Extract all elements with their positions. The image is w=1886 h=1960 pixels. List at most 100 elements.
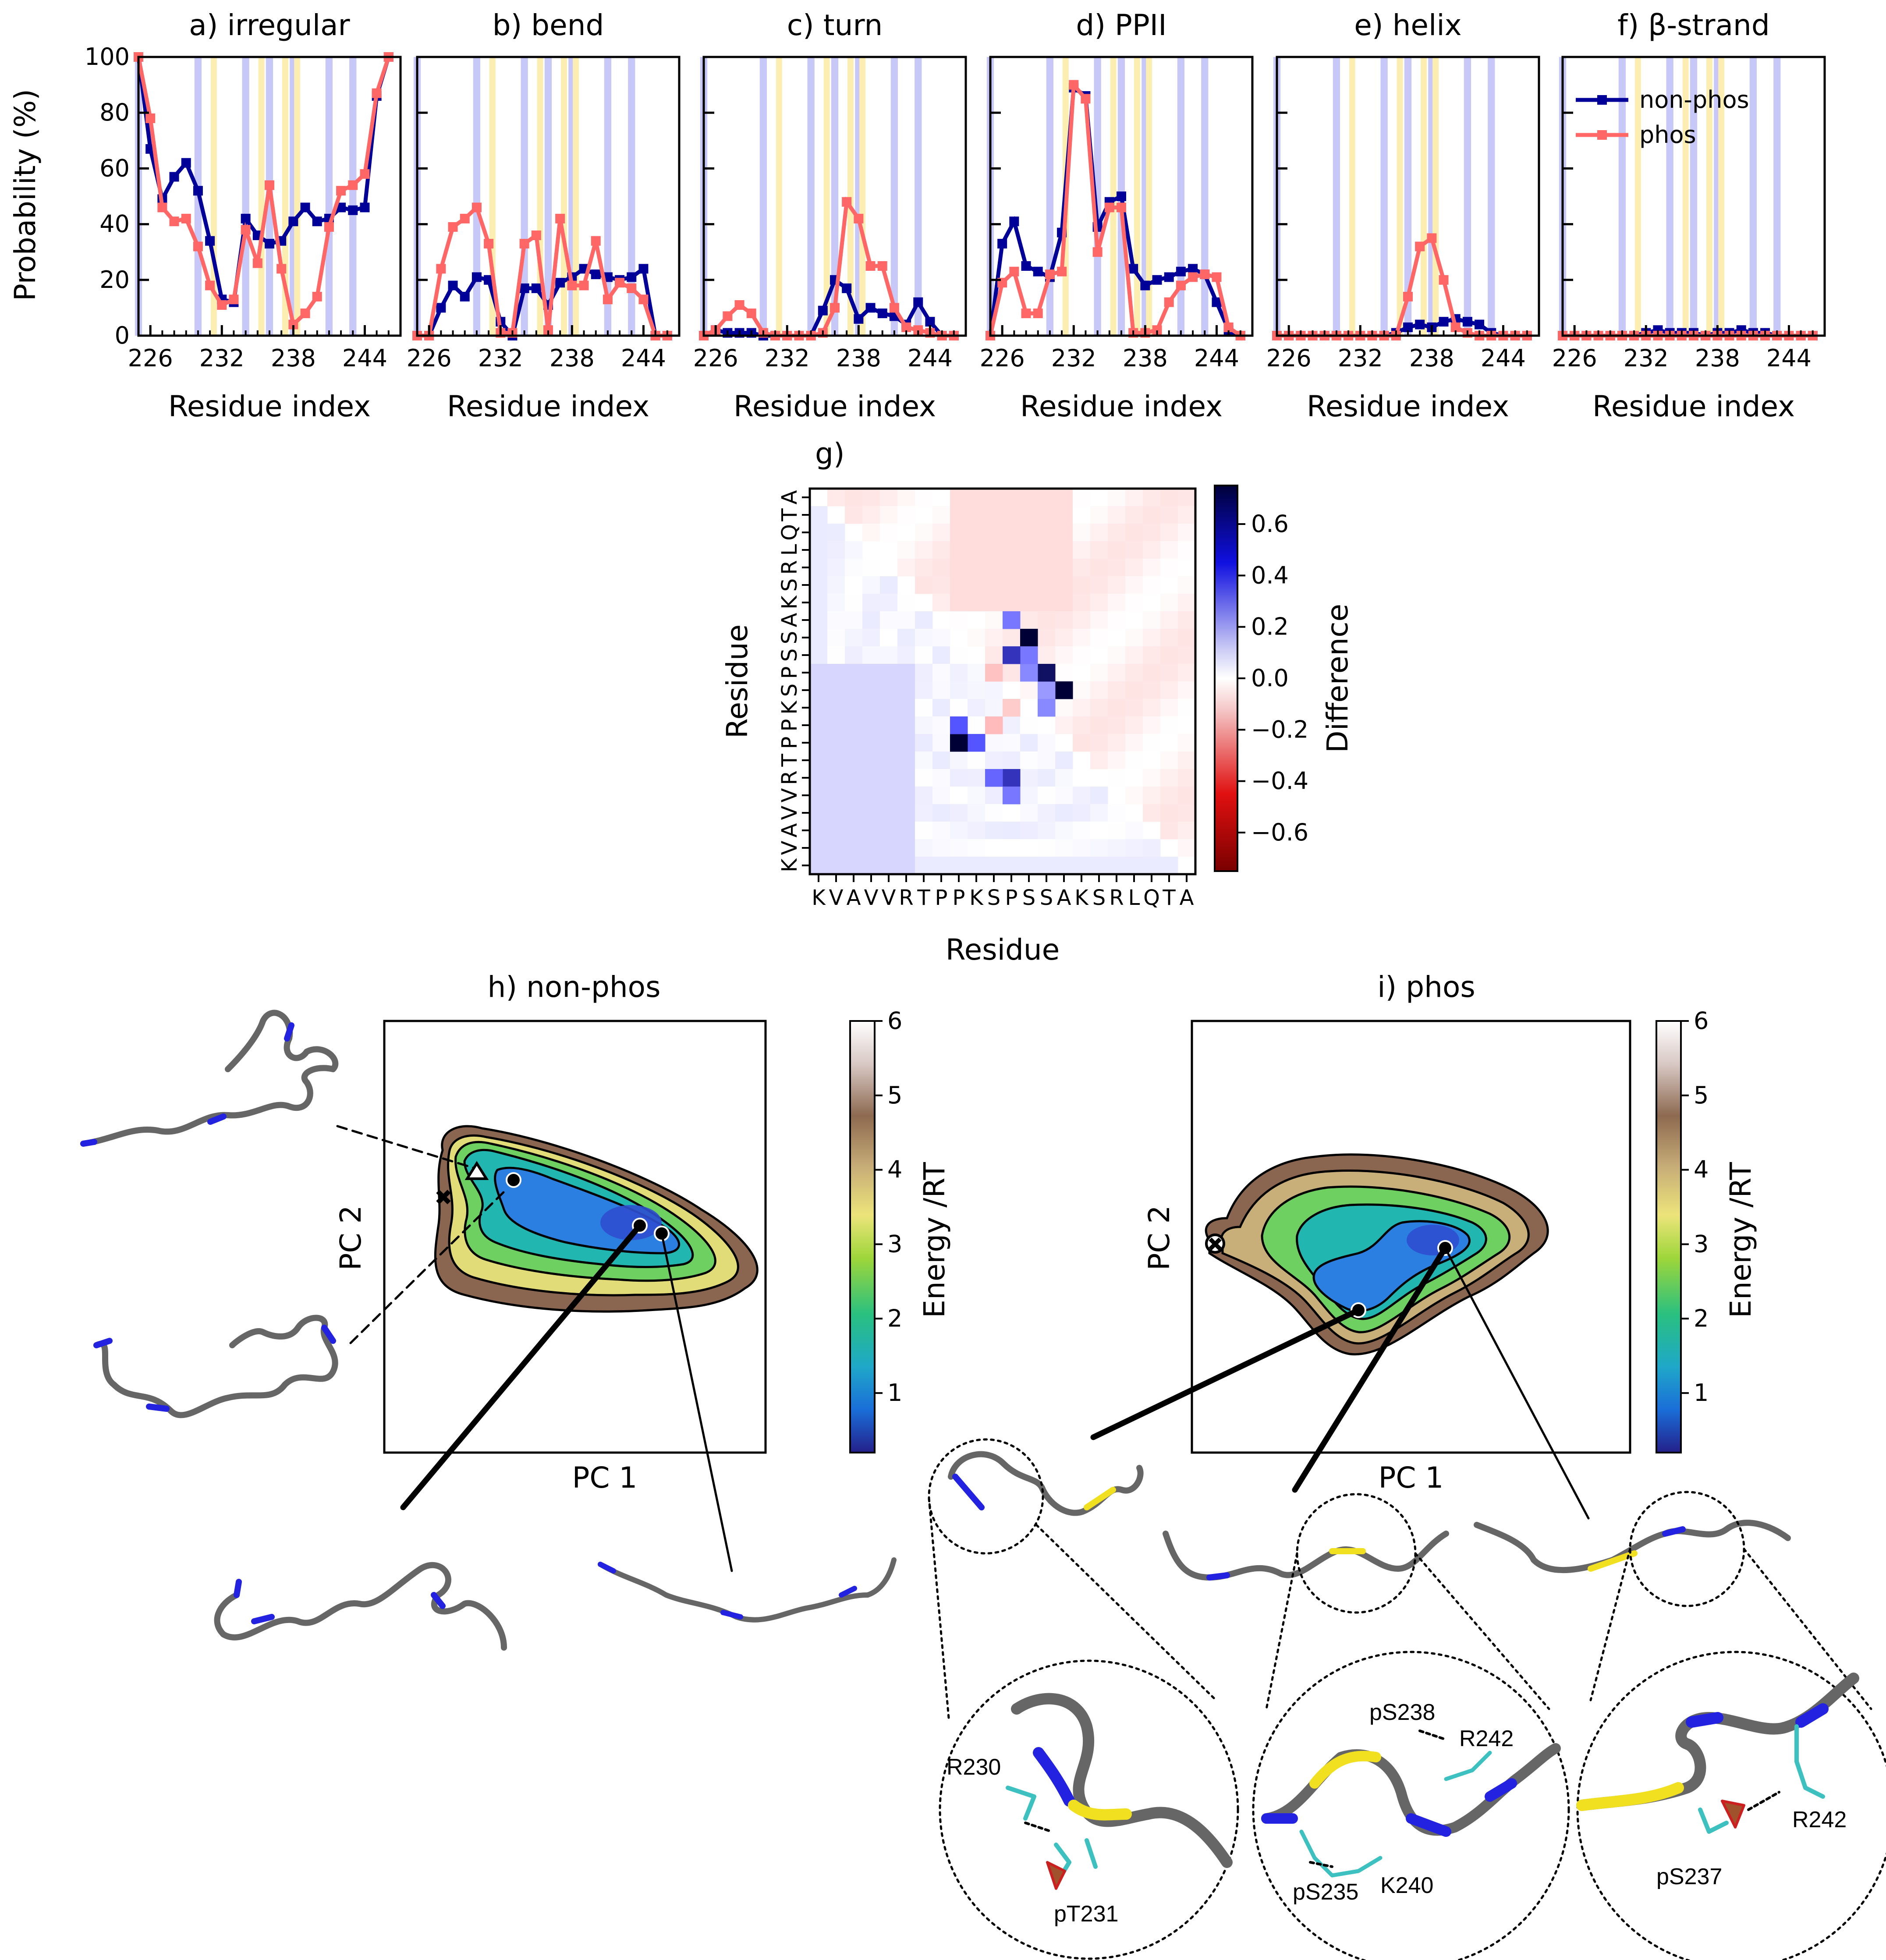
- heatmap-cell: [1038, 751, 1056, 769]
- heatmap-cell: [810, 839, 828, 857]
- heatmap-cell: [932, 646, 950, 664]
- heatmap-cell: [810, 506, 828, 524]
- heatmap-x-tick-label: V: [864, 886, 879, 910]
- heatmap-cell: [1020, 489, 1038, 507]
- series-point-phos: [217, 300, 227, 310]
- series-point-non-phos: [1176, 266, 1186, 276]
- heatmap-cell: [827, 646, 845, 664]
- series-line-phos: [417, 204, 667, 338]
- heatmap-cell: [1178, 524, 1196, 542]
- series-point-phos: [889, 303, 899, 313]
- series-point-non-phos: [169, 172, 179, 182]
- heatmap-cell: [932, 506, 950, 524]
- heatmap-cell: [1143, 804, 1161, 822]
- cartoon-h-min-1: [214, 1562, 507, 1651]
- heatmap-cell: [968, 857, 986, 875]
- series-point-phos: [579, 280, 589, 291]
- series-point-non-phos: [627, 272, 637, 282]
- heatmap-cell: [1160, 646, 1178, 664]
- detail-3-sidechain: [1698, 1724, 1825, 1834]
- series-point-phos: [1152, 325, 1162, 335]
- heatmap-cell-strong: [1038, 664, 1056, 682]
- heatmap-cell: [1108, 611, 1126, 629]
- heatmap-cell: [845, 716, 863, 734]
- heatmap-cell: [845, 506, 863, 524]
- series-point-phos: [1439, 275, 1449, 285]
- panel-xlabel: Residue index: [1592, 390, 1795, 423]
- heatmap-cell: [915, 751, 933, 769]
- heatmap-cell: [1143, 769, 1161, 787]
- heatmap-y-tick-label: R: [777, 770, 802, 785]
- heatmap-cell: [827, 769, 845, 787]
- heatmap-cell: [932, 629, 950, 647]
- energy-colorbar-tick-label: 6: [1694, 1007, 1709, 1035]
- heatmap-cell: [862, 489, 880, 507]
- series-point-phos: [1057, 266, 1067, 276]
- heatmap-cell: [1160, 506, 1178, 524]
- panel-title: d) PPII: [1076, 8, 1166, 42]
- secondary-structure-panels: a) irregular 226 232 238 244 0 20 40 60 80 100 Resi…: [85, 8, 1826, 423]
- series-point-non-phos: [300, 202, 310, 213]
- x-tick-label: 244: [1481, 344, 1526, 372]
- heatmap-cell: [932, 839, 950, 857]
- heatmap-cell: [845, 769, 863, 787]
- heatmap-cell: [1090, 734, 1108, 752]
- series-point-non-phos: [1403, 322, 1413, 332]
- series-point-phos: [1092, 247, 1103, 257]
- heatmap-cell: [1143, 734, 1161, 752]
- heatmap-cell: [1143, 506, 1161, 524]
- heatmap-cell: [1125, 751, 1143, 769]
- panel-title: e) helix: [1354, 8, 1462, 42]
- heatmap-cell: [932, 734, 950, 752]
- series-point-phos: [567, 280, 577, 291]
- heatmap-cell: [810, 804, 828, 822]
- x-tick-label: 232: [765, 344, 810, 372]
- heatmap-cell: [1020, 576, 1038, 594]
- heatmap-cell: [897, 804, 915, 822]
- cartoon-h-min-2: [598, 1557, 897, 1623]
- yellow-band: [1110, 57, 1117, 336]
- blue-band: [242, 57, 249, 336]
- energy-colorbar-tick-label: 2: [887, 1304, 902, 1332]
- blue-band: [1046, 57, 1054, 336]
- series-point-non-phos: [531, 283, 541, 293]
- heatmap-cell: [810, 664, 828, 682]
- series-point-non-phos: [348, 205, 358, 215]
- heatmap-cell: [897, 734, 915, 752]
- heatmap-cell: [915, 506, 933, 524]
- heatmap-cell: [1125, 699, 1143, 717]
- heatmap-cell: [968, 611, 986, 629]
- series-point-phos: [484, 239, 494, 249]
- heatmap-cell: [985, 804, 1003, 822]
- detail-1-phosphate: [1046, 1861, 1066, 1890]
- heatmap-cell: [897, 664, 915, 682]
- x-tick-label: 244: [342, 344, 387, 372]
- heatmap-cell: [810, 857, 828, 875]
- heatmap-cell: [1108, 594, 1126, 612]
- heatmap-cell: [1143, 699, 1161, 717]
- heatmap-cell: [1090, 804, 1108, 822]
- cartoon-i-1-yellow: [1084, 1487, 1116, 1510]
- heatmap-cell-strong: [985, 769, 1003, 787]
- series-line-non-phos: [988, 84, 1241, 338]
- heatmap-cell: [1003, 541, 1021, 559]
- heatmap-cell: [985, 751, 1003, 769]
- cartoon-i-2: [1163, 1531, 1449, 1581]
- heatmap-cell: [897, 611, 915, 629]
- heatmap-cell: [1073, 804, 1091, 822]
- heatmap-cell: [1073, 716, 1091, 734]
- x-tick-label: 238: [1123, 344, 1168, 372]
- series-point-phos: [1403, 291, 1413, 301]
- yellow-band: [1432, 57, 1439, 336]
- detail-3-backbone: [1576, 1673, 1859, 1811]
- heatmap-cell: [1160, 787, 1178, 805]
- heatmap-cell: [1055, 541, 1073, 559]
- heatmap-cell: [985, 594, 1003, 612]
- series-point-phos: [901, 322, 911, 332]
- series-point-phos: [288, 319, 298, 330]
- heatmap-cell: [950, 611, 968, 629]
- series-point-phos: [519, 239, 529, 249]
- heatmap-cell: [1073, 787, 1091, 805]
- panel-xlabel: Residue index: [1020, 390, 1223, 423]
- heatmap-cell: [1108, 524, 1126, 542]
